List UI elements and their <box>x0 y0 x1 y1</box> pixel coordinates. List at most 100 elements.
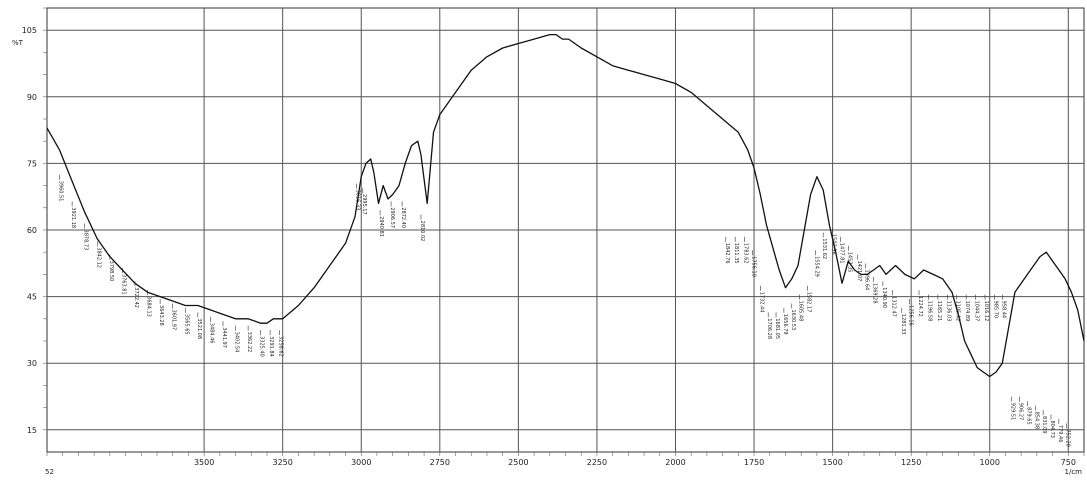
x-tick-label: 3250 <box>273 458 293 467</box>
series <box>46 33 1085 378</box>
peak-value: 3484.46 <box>208 323 214 344</box>
peak-label: 3521.08 <box>196 312 202 339</box>
peak-label: 1312.47 <box>890 290 896 317</box>
x-tick-label: 2750 <box>430 458 450 467</box>
peak-label: 1531.62 <box>821 232 827 259</box>
peak-label: 1452.35 <box>846 245 852 272</box>
peak-value: 906.27 <box>1018 403 1024 421</box>
y-tick-label: 30 <box>27 359 37 368</box>
peak-label: 854.38 <box>1033 405 1039 429</box>
peak-value: 929.51 <box>1010 403 1016 421</box>
peak-value: 1732.44 <box>758 292 764 313</box>
peak-label: 1477.81 <box>838 236 844 264</box>
x-tick-label: 1500 <box>822 458 842 467</box>
peak-value: 3521.08 <box>196 318 202 339</box>
peak-label: 3325.40 <box>259 330 265 357</box>
peak-value: 1136.03 <box>945 301 951 322</box>
peak-label: 2810.02 <box>419 214 425 242</box>
peak-value: 2810.02 <box>419 221 425 242</box>
peak-value: 3842.12 <box>95 247 101 268</box>
peak-value: 1531.62 <box>821 238 827 259</box>
y-tick-label: 15 <box>27 426 37 435</box>
peak-label: 2906.57 <box>389 201 395 228</box>
peak-value: 752.20 <box>1065 429 1071 447</box>
peak-value: 1554.29 <box>813 256 819 277</box>
peak-label: 1811.35 <box>733 236 739 264</box>
peak-value: 1256.16 <box>908 305 914 326</box>
peak-label: 1044.37 <box>974 294 980 322</box>
x-tick-label: 2000 <box>665 458 685 467</box>
peak-label: 1256.16 <box>908 299 914 326</box>
peak-value: 1842.76 <box>724 243 730 264</box>
peak-value: 3763.81 <box>120 274 126 295</box>
peak-value: 3565.65 <box>183 314 189 335</box>
peak-value: 1477.81 <box>838 243 844 264</box>
peak-label: 1105.42 <box>955 294 961 321</box>
peak-label: 3842.12 <box>95 241 101 268</box>
x-tick-label: 2500 <box>508 458 528 467</box>
peak-label: 1554.29 <box>813 250 819 277</box>
peak-label: 3565.65 <box>183 307 189 335</box>
peak-label: 1074.89 <box>964 294 970 321</box>
peak-label: 1630.53 <box>790 303 796 330</box>
x-axis-label: 1/cm <box>1065 468 1083 476</box>
peak-value: 1783.62 <box>743 243 749 264</box>
x-tick-label: 1250 <box>901 458 921 467</box>
peak-value: 1340.90 <box>881 287 887 308</box>
peak-value: 3258.62 <box>278 336 284 357</box>
peak-value: 1656.79 <box>782 314 788 335</box>
peak-value: 2872.40 <box>400 207 406 228</box>
peak-label: 3441.97 <box>221 321 227 348</box>
peak-value: 779.46 <box>1057 425 1063 443</box>
peak-label: 3643.28 <box>158 299 164 326</box>
peak-value: 1756.10 <box>750 256 756 277</box>
peak-label: 1732.44 <box>758 285 764 313</box>
peak-value: 958.44 <box>1000 301 1006 319</box>
peak-value: 1582.17 <box>805 292 811 313</box>
peak-value: 3643.28 <box>158 305 164 326</box>
peak-label: 1369.28 <box>871 276 877 304</box>
spectrum-line <box>46 33 1085 378</box>
peak-label: 3921.18 <box>70 201 76 228</box>
grid <box>46 7 1085 453</box>
peak-value: 3402.54 <box>234 332 240 353</box>
x-tick-label: 3000 <box>351 458 371 467</box>
peak-label: 1016.12 <box>983 294 989 322</box>
peak-label: 804.73 <box>1049 414 1055 438</box>
y-tick-label: 60 <box>27 226 37 235</box>
peak-value: 1605.48 <box>798 301 804 322</box>
peak-value: 1016.12 <box>983 301 989 322</box>
peak-label: 3291.84 <box>268 330 274 357</box>
peak-value: 1312.47 <box>890 296 896 317</box>
peak-value: 2995.17 <box>361 194 367 215</box>
peak-value: 1224.72 <box>917 296 923 317</box>
peak-value: 3960.51 <box>58 181 64 202</box>
peak-value: 1630.53 <box>790 309 796 330</box>
peak-label: 3484.46 <box>208 316 214 344</box>
peak-label: 1582.17 <box>805 285 811 313</box>
peak-label: 3402.54 <box>234 325 240 353</box>
peak-value: 3441.97 <box>221 327 227 348</box>
peak-value: 1281.33 <box>900 314 906 335</box>
peak-label: 3960.51 <box>58 174 64 202</box>
peak-value: 1396.64 <box>864 270 870 291</box>
peak-label: 2995.17 <box>361 188 367 215</box>
peak-label: 985.70 <box>992 294 998 318</box>
x-tick-label: 3500 <box>194 458 214 467</box>
peak-label: 879.65 <box>1025 401 1031 425</box>
peak-label: 1136.03 <box>945 294 951 322</box>
peak-value: 1681.05 <box>774 318 780 339</box>
y-tick-label: 90 <box>27 93 37 102</box>
peak-value: 3684.13 <box>146 296 152 317</box>
peak-label: 752.20 <box>1065 423 1071 447</box>
x-tick-label: 1750 <box>744 458 764 467</box>
peak-label: 831.09 <box>1041 410 1047 434</box>
x-tick-label: 1000 <box>980 458 1000 467</box>
peak-value: 1044.37 <box>974 301 980 322</box>
peak-value: 879.65 <box>1025 407 1031 425</box>
peak-label: 3878.73 <box>83 223 89 250</box>
peak-value: 831.09 <box>1041 416 1047 434</box>
peak-label: 3258.62 <box>278 330 284 357</box>
y-tick-label: 75 <box>27 159 37 168</box>
y-axis-label: %T <box>12 39 24 47</box>
